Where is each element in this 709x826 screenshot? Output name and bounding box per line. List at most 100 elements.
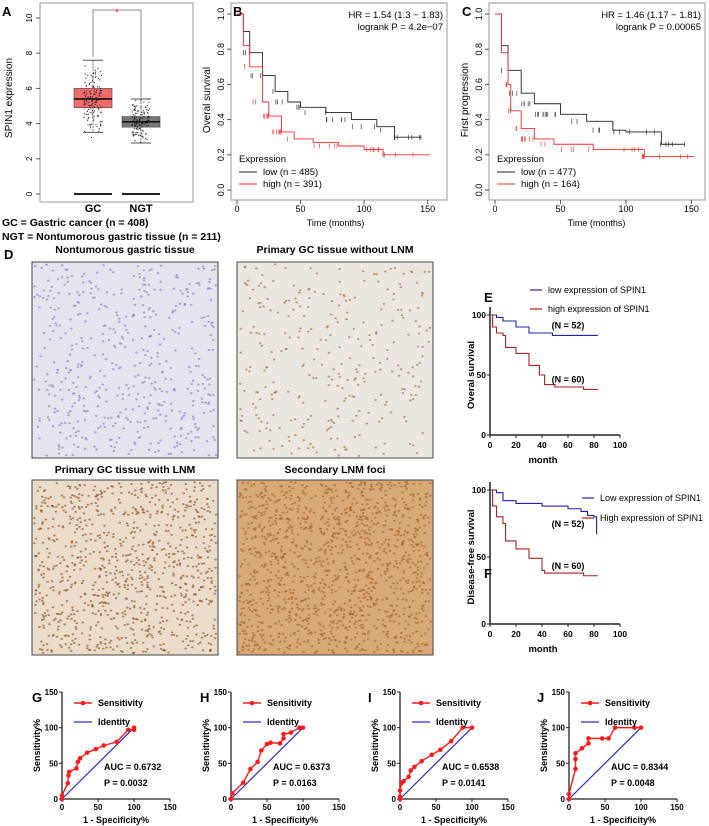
cell-nucleus bbox=[350, 557, 353, 559]
significance-marker: * bbox=[115, 7, 120, 19]
cell-nucleus bbox=[290, 419, 293, 421]
cell-nucleus bbox=[286, 647, 289, 649]
cell-nucleus bbox=[204, 325, 207, 327]
cell-nucleus bbox=[191, 348, 194, 350]
cell-nucleus bbox=[401, 544, 404, 546]
cell-nucleus bbox=[417, 543, 420, 545]
cell-nucleus bbox=[208, 349, 211, 351]
cell-nucleus bbox=[182, 575, 185, 577]
cell-nucleus bbox=[329, 334, 332, 336]
cell-nucleus bbox=[59, 619, 62, 621]
legend-entry: high (n = 164) bbox=[521, 179, 580, 190]
cell-nucleus bbox=[71, 349, 74, 351]
cell-nucleus bbox=[394, 545, 397, 547]
cell-nucleus bbox=[291, 602, 294, 604]
cell-nucleus bbox=[78, 644, 81, 646]
cell-nucleus bbox=[298, 292, 301, 294]
data-point bbox=[101, 92, 102, 93]
data-point bbox=[144, 113, 145, 114]
cell-nucleus bbox=[406, 481, 409, 483]
data-point bbox=[136, 116, 137, 117]
roc-point bbox=[567, 797, 572, 802]
cell-nucleus bbox=[164, 378, 167, 380]
cell-nucleus bbox=[100, 490, 103, 492]
cell-nucleus bbox=[277, 559, 280, 561]
cell-nucleus bbox=[172, 501, 175, 503]
cell-nucleus bbox=[276, 538, 279, 540]
cell-nucleus bbox=[362, 570, 365, 572]
cell-nucleus bbox=[95, 449, 98, 451]
cell-nucleus bbox=[274, 589, 277, 591]
cell-nucleus bbox=[203, 268, 206, 270]
cell-nucleus bbox=[264, 642, 267, 644]
data-point bbox=[139, 120, 140, 121]
cell-nucleus bbox=[251, 611, 254, 613]
cell-nucleus bbox=[268, 517, 271, 519]
cell-nucleus bbox=[161, 505, 164, 507]
data-point bbox=[86, 114, 87, 115]
cell-nucleus bbox=[181, 451, 184, 453]
cell-nucleus bbox=[364, 484, 367, 486]
cell-nucleus bbox=[76, 301, 79, 303]
cell-nucleus bbox=[249, 496, 252, 498]
cell-nucleus bbox=[142, 304, 145, 306]
cell-nucleus bbox=[80, 521, 83, 523]
cell-nucleus bbox=[244, 638, 247, 640]
x-tick-label: 0 bbox=[60, 803, 65, 812]
cell-nucleus bbox=[250, 332, 253, 334]
cell-nucleus bbox=[289, 592, 292, 594]
cell-nucleus bbox=[323, 632, 326, 634]
cell-nucleus bbox=[307, 447, 310, 449]
cell-nucleus bbox=[320, 518, 323, 520]
cell-nucleus bbox=[134, 587, 137, 589]
cell-nucleus bbox=[170, 428, 173, 430]
cell-nucleus bbox=[422, 581, 425, 583]
cell-nucleus bbox=[331, 379, 334, 381]
data-point bbox=[92, 117, 93, 118]
cell-nucleus bbox=[103, 426, 106, 428]
cell-nucleus bbox=[323, 533, 326, 535]
cell-nucleus bbox=[146, 577, 149, 579]
cell-nucleus bbox=[296, 646, 299, 648]
data-point bbox=[135, 110, 136, 111]
roc-point bbox=[248, 767, 253, 772]
cell-nucleus bbox=[208, 568, 211, 570]
data-point bbox=[136, 123, 137, 124]
cell-nucleus bbox=[375, 484, 378, 486]
cell-nucleus bbox=[140, 612, 143, 614]
cell-nucleus bbox=[351, 503, 354, 505]
cell-nucleus bbox=[141, 629, 144, 631]
cell-nucleus bbox=[119, 502, 122, 504]
cell-nucleus bbox=[46, 455, 49, 457]
cell-nucleus bbox=[136, 265, 139, 267]
cell-nucleus bbox=[186, 388, 189, 390]
cell-nucleus bbox=[255, 494, 258, 496]
cell-nucleus bbox=[383, 550, 386, 552]
cell-nucleus bbox=[402, 514, 405, 516]
cell-nucleus bbox=[330, 639, 333, 641]
cell-nucleus bbox=[284, 591, 287, 593]
x-tick-label: 40 bbox=[537, 440, 547, 450]
cell-nucleus bbox=[107, 603, 110, 605]
cell-nucleus bbox=[278, 584, 281, 586]
cell-nucleus bbox=[85, 560, 88, 562]
cell-nucleus bbox=[387, 644, 390, 646]
y-tick-label: 100 bbox=[472, 310, 486, 320]
cell-nucleus bbox=[376, 541, 379, 543]
cell-nucleus bbox=[349, 507, 352, 509]
cell-nucleus bbox=[306, 541, 309, 543]
cell-nucleus bbox=[255, 518, 258, 520]
cell-nucleus bbox=[139, 529, 142, 531]
cell-nucleus bbox=[240, 566, 243, 568]
cell-nucleus bbox=[71, 508, 74, 510]
cell-nucleus bbox=[154, 572, 157, 574]
cell-nucleus bbox=[76, 291, 79, 293]
cell-nucleus bbox=[153, 557, 156, 559]
data-point bbox=[135, 100, 136, 101]
cell-nucleus bbox=[88, 280, 91, 282]
cell-nucleus bbox=[118, 318, 121, 320]
cell-nucleus bbox=[384, 502, 387, 504]
cell-nucleus bbox=[150, 487, 153, 489]
cell-nucleus bbox=[424, 601, 427, 603]
cell-nucleus bbox=[111, 362, 114, 364]
